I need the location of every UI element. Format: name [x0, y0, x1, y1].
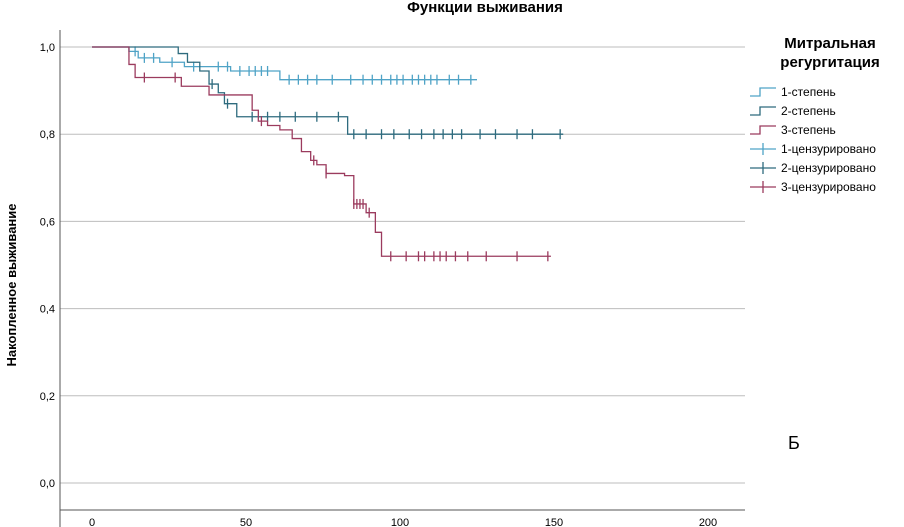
chart-title: Функции выживания [407, 0, 563, 16]
y-tick-label: 0,0 [40, 478, 55, 490]
legend-title-line-2: регургитация [780, 54, 879, 71]
legend-label: 3-цензурировано [781, 180, 876, 194]
survival-curve [92, 46, 551, 257]
legend-label: 1-степень [781, 85, 836, 99]
legend-label: 2-степень [781, 104, 836, 118]
x-tick-label: 50 [240, 517, 252, 527]
y-tick-label: 0,2 [40, 391, 55, 403]
survival-curve [92, 46, 477, 81]
gridlines [60, 46, 745, 484]
series-3 [92, 46, 551, 262]
legend-title-line-1: Митральная [784, 35, 875, 52]
x-tick-label: 0 [89, 517, 95, 527]
x-tick-labels: 0 50 100 150 200 [89, 517, 717, 527]
x-tick-label: 200 [699, 517, 717, 527]
x-tick-label: 150 [545, 517, 563, 527]
legend-swatch-line [750, 125, 776, 135]
panel-letter: Б [788, 433, 800, 453]
legend-swatch-line [750, 87, 776, 97]
y-tick-label: 0,8 [40, 129, 55, 141]
y-axis-label: Накопленное выживание [4, 204, 19, 367]
survival-curve [92, 46, 564, 135]
legend-swatch-line [750, 106, 776, 116]
legend-label: 3-степень [781, 123, 836, 137]
y-tick-label: 0,4 [40, 304, 55, 316]
y-tick-label: 1,0 [40, 42, 55, 54]
y-tick-labels: 0,0 0,2 0,4 0,6 0,8 1,0 [40, 42, 55, 490]
series-2 [92, 46, 564, 140]
legend-label: 2-цензурировано [781, 161, 876, 175]
series-1 [92, 46, 477, 85]
axes [59, 30, 745, 527]
series-group [92, 46, 564, 262]
legend: Митральная регургитация 1-степень 2-степе… [750, 35, 880, 194]
x-tick-label: 100 [391, 517, 409, 527]
y-tick-label: 0,6 [40, 216, 55, 228]
legend-label: 1-цензурировано [781, 142, 876, 156]
